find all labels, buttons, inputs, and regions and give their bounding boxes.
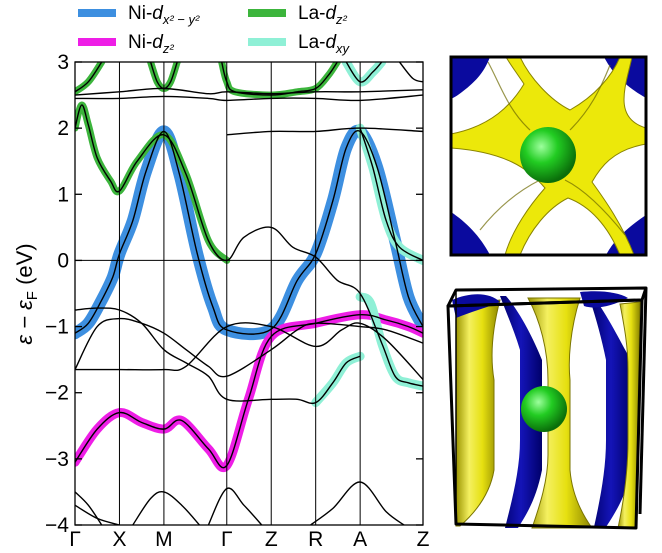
x-tick-label-0: Γ bbox=[69, 528, 81, 548]
band-4 bbox=[75, 317, 423, 378]
top-view-frame bbox=[449, 55, 648, 257]
band-0 bbox=[75, 129, 423, 335]
fermi-sphere-3d bbox=[521, 386, 567, 432]
brillouin-box bbox=[446, 286, 648, 530]
sheet-shading-2 bbox=[569, 64, 611, 131]
pocket-top-edge-right bbox=[580, 291, 628, 308]
band-13 bbox=[75, 87, 423, 96]
x-tick-label-5: R bbox=[308, 528, 323, 548]
y-tick-label: −3 bbox=[45, 448, 69, 471]
x-tick-label-6: A bbox=[353, 528, 367, 548]
band-15 bbox=[221, 62, 338, 96]
pocket-center bbox=[500, 296, 542, 528]
band-6 bbox=[75, 491, 103, 525]
sheet-shading-3 bbox=[479, 179, 541, 231]
band-10 bbox=[310, 481, 405, 525]
y-tick-label: −4 bbox=[45, 514, 69, 537]
sheet-left bbox=[455, 299, 501, 527]
bands bbox=[75, 62, 423, 525]
fermi-surface-top-view bbox=[449, 55, 648, 257]
y-tick-label: 3 bbox=[57, 51, 69, 74]
legend-label-la-dz2: La-dz² bbox=[298, 3, 348, 27]
band-16 bbox=[226, 127, 423, 136]
box-front-face bbox=[446, 298, 644, 530]
plot-frame bbox=[74, 61, 424, 526]
y-tick-label: −2 bbox=[45, 382, 69, 405]
sheet-right bbox=[617, 301, 641, 529]
legend: Ni-dx² − y² Ni-dz² La-dz² La-dxy bbox=[78, 3, 351, 56]
fermi-sphere bbox=[520, 127, 576, 183]
y-tick-label: −1 bbox=[45, 316, 69, 339]
pocket-bottom-left bbox=[451, 212, 490, 255]
pocket-right bbox=[590, 300, 632, 527]
band-12 bbox=[75, 94, 423, 102]
band-3 bbox=[75, 307, 361, 405]
band-18 bbox=[359, 127, 423, 262]
y-tick-label: 1 bbox=[57, 183, 69, 206]
k-point-lines bbox=[118, 62, 361, 525]
x-tick-label-3: Γ bbox=[221, 528, 233, 548]
band-11 bbox=[75, 62, 103, 93]
x-tick-label-7: Z bbox=[417, 528, 430, 548]
band-14 bbox=[149, 62, 178, 90]
legend-label-ni-dx2y2: Ni-dx² − y² bbox=[128, 3, 200, 27]
sheet-shading-4 bbox=[564, 179, 626, 236]
band-8 bbox=[132, 490, 201, 525]
fermi-surface-perspective-view bbox=[446, 286, 648, 530]
x-tick-label-2: M bbox=[155, 528, 173, 548]
legend-label-ni-dz2: Ni-dz² bbox=[128, 32, 174, 56]
x-tick-label-4: Z bbox=[265, 528, 278, 548]
y-tick-label: 0 bbox=[57, 249, 69, 272]
y-axis-ticks: −4 −3 −2 −1 0 1 2 3 bbox=[45, 51, 423, 537]
band-19 bbox=[398, 62, 423, 83]
band-9 bbox=[207, 487, 263, 525]
x-tick-label-1: X bbox=[112, 528, 126, 548]
y-tick-label: 2 bbox=[57, 117, 69, 140]
y-axis-label: ε − εF (eV) bbox=[12, 243, 41, 344]
sheet-shading-1 bbox=[487, 61, 531, 131]
pocket-top-left bbox=[451, 57, 490, 99]
band-structure-plot: −4 −3 −2 −1 0 1 2 3 Γ X M Γ Z R A Z ε − εF (eV) bbox=[12, 51, 430, 551]
band-7 bbox=[75, 504, 120, 525]
band-17 bbox=[345, 62, 383, 83]
plot-background bbox=[75, 62, 423, 525]
band-5 bbox=[75, 322, 423, 380]
legend-label-la-dxy: La-dxy bbox=[298, 32, 351, 56]
box-back-edge bbox=[638, 287, 648, 515]
band-1 bbox=[75, 313, 423, 469]
